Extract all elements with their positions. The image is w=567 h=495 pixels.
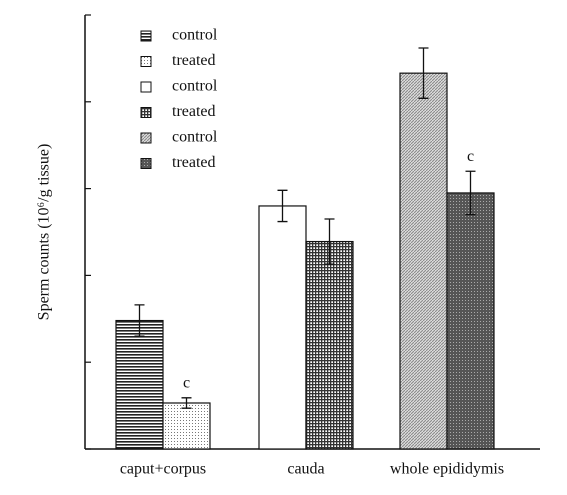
bar: [258, 205, 307, 450]
error-bar: [277, 189, 288, 223]
bar: [162, 402, 211, 450]
bar: [399, 72, 448, 450]
error-bar: [465, 170, 476, 216]
legend-label: control: [172, 27, 218, 44]
bar: [305, 240, 354, 450]
legend-label: treated: [172, 52, 216, 69]
legend-swatch: [140, 30, 152, 42]
annotation: c: [183, 374, 190, 391]
legend-label: control: [172, 78, 218, 95]
error-bar: [324, 218, 335, 265]
legend-label: treated: [172, 154, 216, 171]
x-tick-label: caput+corpus: [120, 461, 206, 478]
legend-label: control: [172, 129, 218, 146]
error-bar: [181, 397, 192, 409]
error-bar: [418, 47, 429, 99]
legend-swatch: [140, 132, 152, 144]
legend-swatch: [140, 56, 152, 67]
legend-swatch: [140, 107, 152, 118]
x-tick-label: cauda: [287, 461, 324, 478]
annotation: c: [467, 148, 474, 165]
bar: [446, 192, 495, 450]
error-bar: [134, 304, 145, 337]
legend-swatch: [140, 158, 152, 169]
legend-swatch: [140, 81, 152, 93]
x-tick-label: whole epididymis: [390, 461, 504, 478]
legend-label: treated: [172, 103, 216, 120]
y-axis-label: Sperm counts (10⁶/g tissue): [36, 144, 53, 321]
bar: [115, 319, 164, 450]
